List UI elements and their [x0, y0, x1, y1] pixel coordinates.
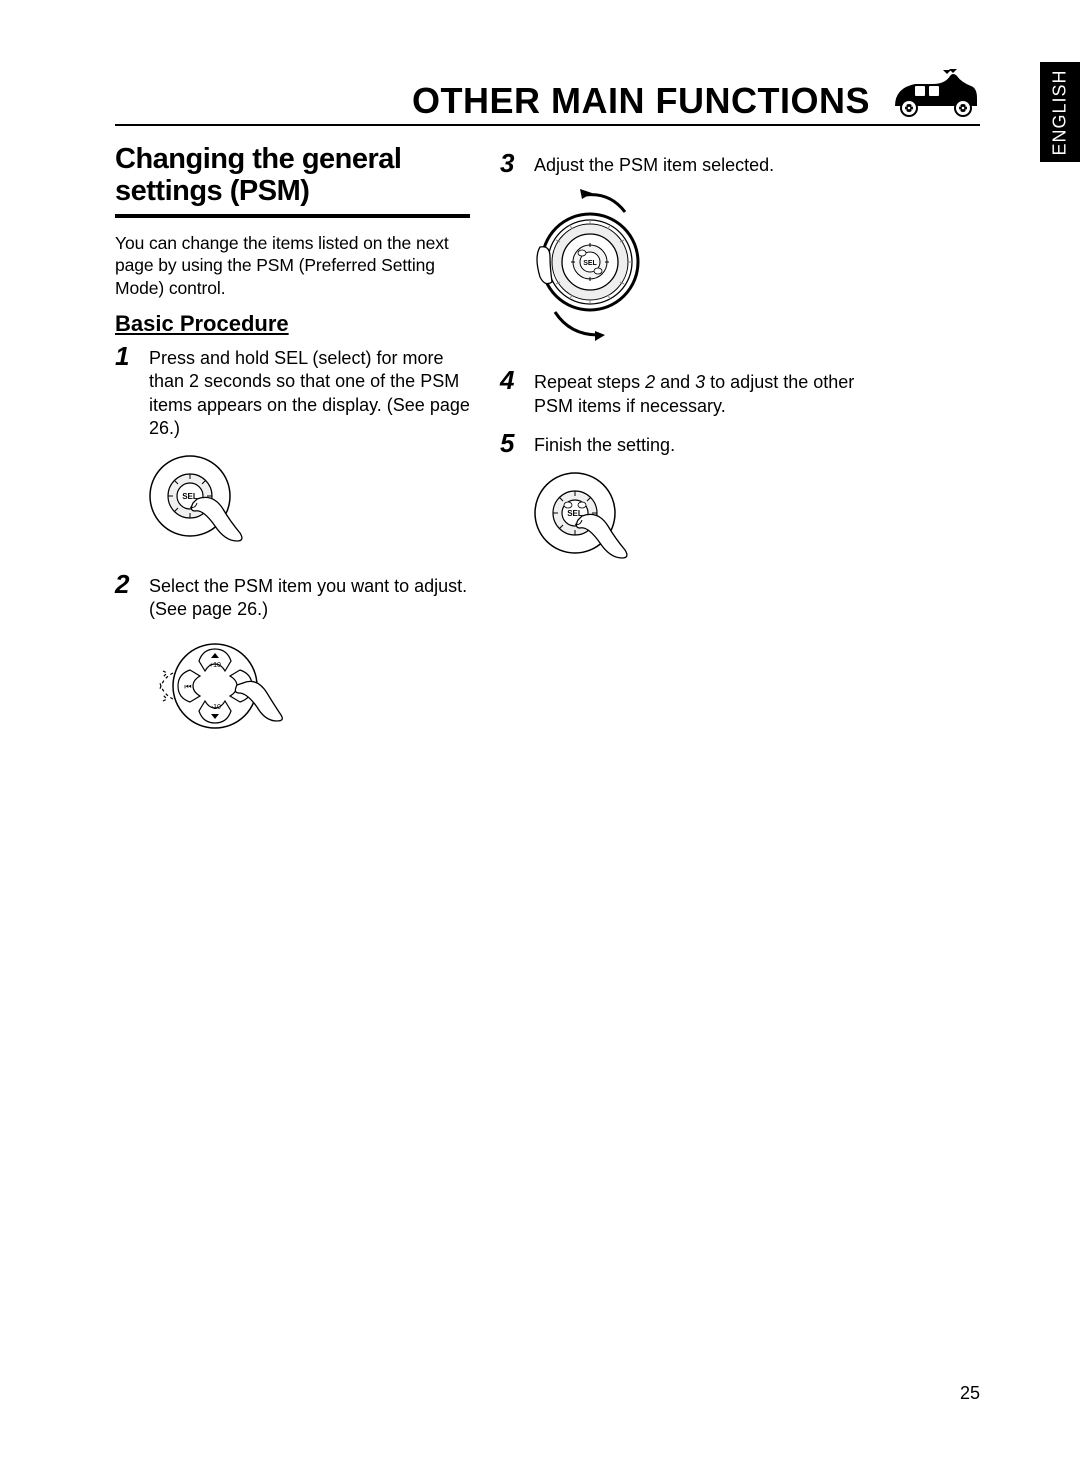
svg-text:+10: +10 [209, 662, 221, 669]
step-text: Select the PSM item you want to adjust. … [149, 571, 470, 622]
step-3: 3 Adjust the PSM item selected. [500, 150, 855, 177]
step-number: 5 [500, 430, 522, 457]
step-text: Finish the setting. [534, 430, 675, 457]
step-number: 2 [115, 571, 137, 622]
step-2: 2 Select the PSM item you want to adjust… [115, 571, 470, 622]
step-5: 5 Finish the setting. [500, 430, 855, 457]
step-number: 1 [115, 343, 137, 441]
nav-button-icon: +10 −10 ⏮ ⏭ [145, 631, 470, 751]
sub-title: Basic Procedure [115, 311, 470, 337]
sel-button-icon: SEL [530, 468, 855, 568]
right-column: 3 Adjust the PSM item selected. [500, 144, 855, 771]
step-text: Adjust the PSM item selected. [534, 150, 774, 177]
svg-text:⏮: ⏮ [184, 682, 191, 691]
dial-icon: SEL [530, 187, 855, 347]
step-number: 4 [500, 367, 522, 418]
car-icon [885, 68, 980, 123]
step-4: 4 Repeat steps 2 and 3 to adjust the oth… [500, 367, 855, 418]
content-columns: Changing the general settings (PSM) You … [115, 144, 980, 771]
main-title: OTHER MAIN FUNCTIONS [115, 80, 980, 124]
step-1: 1 Press and hold SEL (select) for more t… [115, 343, 470, 441]
step-text: Press and hold SEL (select) for more tha… [149, 343, 470, 441]
language-tab: ENGLISH [1040, 62, 1080, 162]
section-title: Changing the general settings (PSM) [115, 144, 470, 218]
svg-text:−10: −10 [209, 704, 221, 711]
page-number: 25 [960, 1383, 980, 1404]
svg-text:SEL: SEL [583, 260, 597, 267]
step-number: 3 [500, 150, 522, 177]
language-label: ENGLISH [1050, 69, 1071, 155]
manual-page: OTHER MAIN FUNCTIONS [0, 0, 1080, 1464]
page-header: OTHER MAIN FUNCTIONS [115, 80, 980, 126]
header-rule: OTHER MAIN FUNCTIONS [115, 80, 980, 126]
left-column: Changing the general settings (PSM) You … [115, 144, 470, 771]
intro-text: You can change the items listed on the n… [115, 232, 470, 299]
step-text: Repeat steps 2 and 3 to adjust the other… [534, 367, 855, 418]
sel-button-icon: SEL [145, 451, 470, 551]
